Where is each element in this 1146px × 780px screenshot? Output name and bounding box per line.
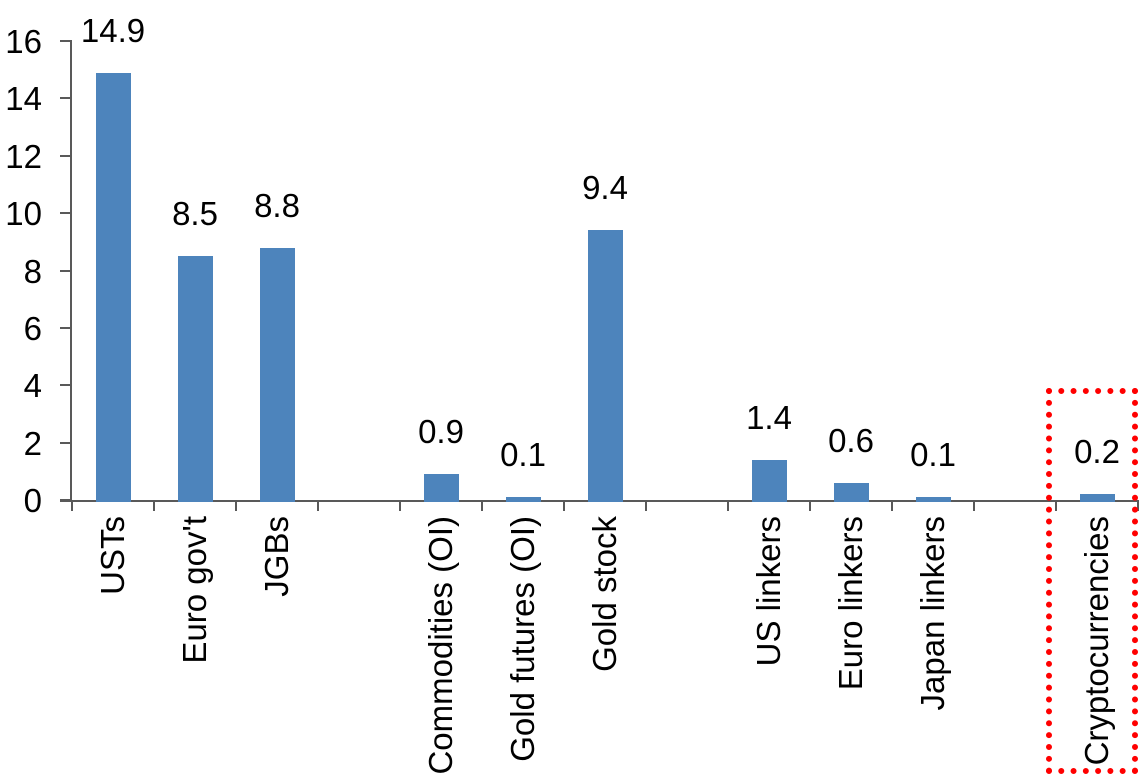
bar-commodities-oi	[424, 474, 459, 502]
x-tick-12	[1055, 500, 1057, 511]
value-label-us-linkers: 1.4	[746, 399, 792, 436]
x-tick-13	[1137, 500, 1139, 511]
x-tick-6	[563, 500, 565, 511]
value-label-gold-stock: 9.4	[582, 169, 628, 206]
y-tick-0	[60, 499, 72, 501]
x-tick-8	[727, 500, 729, 511]
bar-gold-stock	[588, 230, 623, 502]
y-tick-label-4: 4	[23, 367, 42, 404]
category-label-commodities-oi: Commodities (OI)	[422, 516, 459, 775]
bar-japan-linkers	[916, 497, 951, 502]
value-label-cryptocurrencies: 0.2	[1074, 433, 1120, 470]
value-label-japan-linkers: 0.1	[910, 436, 956, 473]
x-tick-0	[71, 500, 73, 511]
y-tick-4	[60, 384, 72, 386]
bar-euro-gov-t	[178, 256, 213, 502]
x-tick-4	[399, 500, 401, 511]
y-tick-label-10: 10	[5, 195, 42, 232]
y-tick-2	[60, 442, 72, 444]
bar-jgbs	[260, 248, 295, 502]
x-tick-7	[645, 500, 647, 511]
bar-usts	[96, 73, 131, 502]
x-tick-5	[481, 500, 483, 511]
x-tick-2	[235, 500, 237, 511]
value-label-jgbs: 8.8	[254, 187, 300, 224]
x-tick-1	[153, 500, 155, 511]
category-label-gold-futures-oi: Gold futures (OI)	[504, 516, 541, 762]
y-tick-8	[60, 270, 72, 272]
category-label-euro-linkers: Euro linkers	[832, 516, 869, 691]
category-label-usts: USTs	[94, 516, 131, 595]
bar-euro-linkers	[834, 483, 869, 502]
y-tick-label-2: 2	[23, 425, 42, 462]
bar-cryptocurrencies	[1080, 494, 1115, 502]
y-tick-label-0: 0	[23, 482, 42, 519]
x-tick-10	[891, 500, 893, 511]
value-label-euro-linkers: 0.6	[828, 422, 874, 459]
y-tick-12	[60, 155, 72, 157]
category-label-jgbs: JGBs	[258, 516, 295, 597]
y-tick-label-16: 16	[5, 23, 42, 60]
bar-gold-futures-oi	[506, 497, 541, 502]
x-tick-3	[317, 500, 319, 511]
value-label-gold-futures-oi: 0.1	[500, 436, 546, 473]
y-tick-14	[60, 97, 72, 99]
y-tick-6	[60, 327, 72, 329]
category-label-us-linkers: US linkers	[750, 516, 787, 667]
y-tick-16	[60, 40, 72, 42]
value-label-usts: 14.9	[80, 12, 146, 49]
y-tick-label-14: 14	[5, 80, 42, 117]
value-label-euro-gov-t: 8.5	[172, 195, 218, 232]
value-label-commodities-oi: 0.9	[418, 413, 464, 450]
bar-us-linkers	[752, 460, 787, 502]
y-tick-label-12: 12	[5, 138, 42, 175]
y-tick-label-6: 6	[23, 310, 42, 347]
category-label-japan-linkers: Japan linkers	[914, 516, 951, 711]
y-tick-label-8: 8	[23, 253, 42, 290]
x-tick-9	[809, 500, 811, 511]
category-label-euro-gov-t: Euro gov't	[176, 516, 213, 664]
highlight-box-cryptocurrencies	[1046, 388, 1138, 774]
category-label-gold-stock: Gold stock	[586, 516, 623, 672]
y-tick-10	[60, 212, 72, 214]
x-tick-11	[973, 500, 975, 511]
